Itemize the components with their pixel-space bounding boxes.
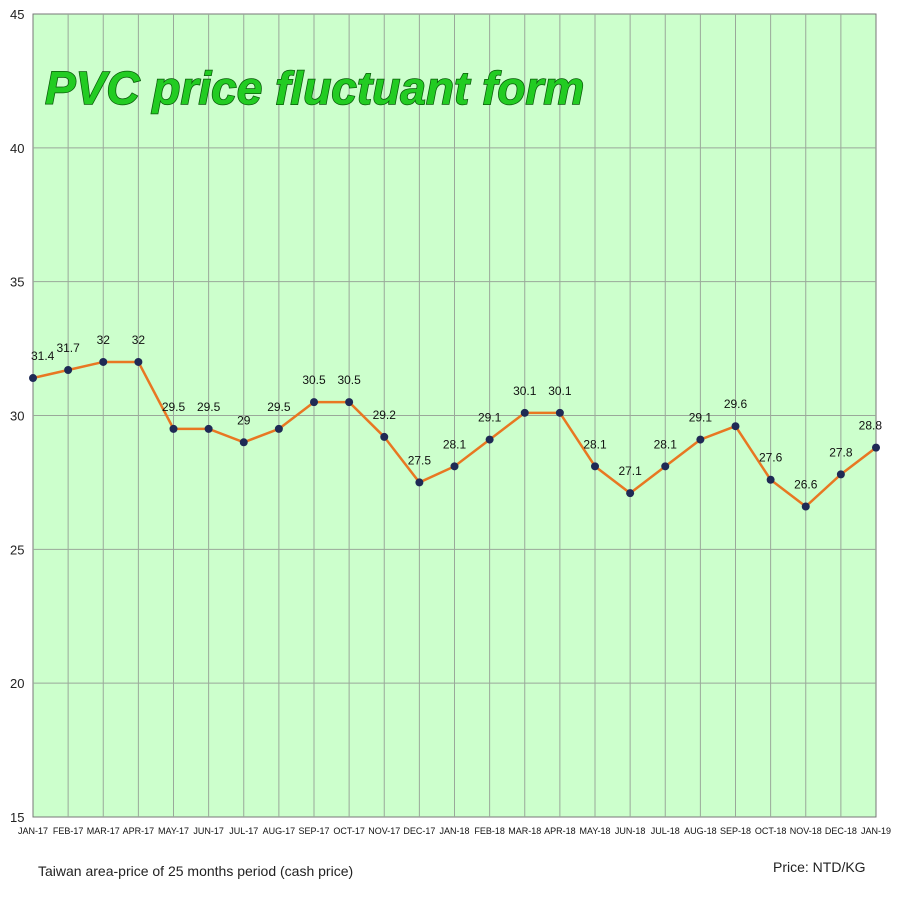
x-tick-label: JUN-18 bbox=[615, 826, 646, 836]
data-label: 29.2 bbox=[373, 408, 397, 422]
x-tick-label: MAY-18 bbox=[579, 826, 610, 836]
data-point bbox=[134, 357, 143, 366]
x-tick-label: OCT-17 bbox=[333, 826, 365, 836]
data-point bbox=[345, 398, 354, 407]
data-point bbox=[450, 462, 459, 471]
data-label: 28.1 bbox=[583, 437, 607, 451]
x-tick-label: MAR-18 bbox=[508, 826, 541, 836]
data-point bbox=[204, 424, 213, 433]
y-tick-label: 20 bbox=[10, 676, 24, 691]
x-tick-label: JUL-18 bbox=[651, 826, 680, 836]
data-label: 28.1 bbox=[443, 437, 467, 451]
horizontal-gridlines bbox=[33, 147, 876, 684]
x-tick-label: NOV-18 bbox=[790, 826, 822, 836]
data-label: 27.8 bbox=[829, 445, 853, 459]
data-point bbox=[626, 489, 635, 498]
data-label: 27.5 bbox=[408, 453, 432, 467]
x-tick-label: APR-17 bbox=[123, 826, 155, 836]
data-point bbox=[591, 462, 599, 471]
data-point bbox=[555, 408, 564, 417]
data-label: 30.1 bbox=[548, 384, 572, 398]
x-tick-label: SEP-18 bbox=[720, 826, 751, 836]
data-label: 29.1 bbox=[689, 411, 713, 425]
x-tick-label: MAY-17 bbox=[158, 826, 189, 836]
data-point bbox=[274, 424, 283, 433]
data-label: 27.6 bbox=[759, 451, 783, 465]
data-point bbox=[169, 424, 178, 433]
data-label: 27.1 bbox=[618, 464, 642, 478]
data-point bbox=[64, 365, 73, 374]
x-tick-label: JAN-19 bbox=[861, 826, 891, 836]
y-tick-label: 45 bbox=[10, 7, 24, 22]
x-tick-label: DEC-18 bbox=[825, 826, 857, 836]
x-tick-label: FEB-18 bbox=[474, 826, 505, 836]
chart-title: PVC price fluctuant form bbox=[45, 62, 584, 114]
x-tick-label: JUN-17 bbox=[193, 826, 224, 836]
data-point bbox=[485, 435, 494, 444]
data-point bbox=[731, 422, 740, 431]
data-label: 30.5 bbox=[302, 373, 326, 387]
x-tick-label: JUL-17 bbox=[229, 826, 258, 836]
y-tick-label: 35 bbox=[10, 275, 24, 290]
data-label: 26.6 bbox=[794, 478, 818, 492]
data-point bbox=[801, 502, 810, 511]
x-tick-label: FEB-17 bbox=[53, 826, 84, 836]
y-axis-tick-labels: 15 20 25 30 35 40 45 bbox=[10, 7, 24, 825]
x-tick-label: MAR-17 bbox=[87, 826, 120, 836]
data-point bbox=[696, 435, 705, 444]
y-tick-label: 30 bbox=[10, 409, 24, 424]
data-label: 32 bbox=[97, 333, 111, 347]
data-point bbox=[415, 478, 424, 487]
data-point bbox=[872, 443, 880, 452]
data-point bbox=[310, 398, 318, 407]
data-point bbox=[29, 374, 37, 383]
y-tick-label: 15 bbox=[10, 810, 24, 825]
unit-label: Price: NTD/KG bbox=[773, 859, 866, 875]
data-label: 32 bbox=[132, 333, 146, 347]
data-label: 29.5 bbox=[267, 400, 291, 414]
x-tick-label: AUG-17 bbox=[263, 826, 296, 836]
data-point bbox=[836, 470, 845, 479]
data-label: 29.6 bbox=[724, 397, 748, 411]
x-tick-label: AUG-18 bbox=[684, 826, 717, 836]
x-tick-label: JAN-18 bbox=[439, 826, 469, 836]
data-point bbox=[520, 408, 529, 417]
data-label: 31.4 bbox=[31, 349, 55, 363]
data-point-markers bbox=[29, 357, 880, 511]
data-labels: 31.431.7 32 32 29.5 29.5 29 29.5 30.5 30.5 29.2 27… bbox=[31, 333, 882, 492]
x-tick-label: JAN-17 bbox=[18, 826, 48, 836]
data-label: 28.8 bbox=[859, 419, 883, 433]
data-label: 29.5 bbox=[197, 400, 221, 414]
x-axis-tick-labels: JAN-17 FEB-17 MAR-17 APR-17 MAY-17 JUN-17 JUL-… bbox=[18, 826, 891, 836]
data-label: 29.5 bbox=[162, 400, 186, 414]
data-label: 30.5 bbox=[337, 373, 361, 387]
y-tick-label: 25 bbox=[10, 542, 24, 557]
data-label: 30.1 bbox=[513, 384, 537, 398]
x-tick-label: APR-18 bbox=[544, 826, 576, 836]
data-point bbox=[99, 357, 108, 366]
data-point bbox=[380, 432, 389, 441]
data-label: 29 bbox=[237, 413, 251, 427]
data-label: 31.7 bbox=[56, 341, 80, 355]
data-point bbox=[661, 462, 670, 471]
chart-footnote: Taiwan area-price of 25 months period (c… bbox=[38, 863, 353, 879]
x-tick-label: SEP-17 bbox=[298, 826, 329, 836]
x-tick-label: NOV-17 bbox=[368, 826, 400, 836]
x-tick-label: DEC-17 bbox=[403, 826, 435, 836]
data-point bbox=[766, 475, 775, 484]
data-label: 28.1 bbox=[654, 437, 678, 451]
data-label: 29.1 bbox=[478, 411, 502, 425]
data-point bbox=[239, 438, 248, 447]
y-tick-label: 40 bbox=[10, 141, 24, 156]
x-tick-label: OCT-18 bbox=[755, 826, 787, 836]
